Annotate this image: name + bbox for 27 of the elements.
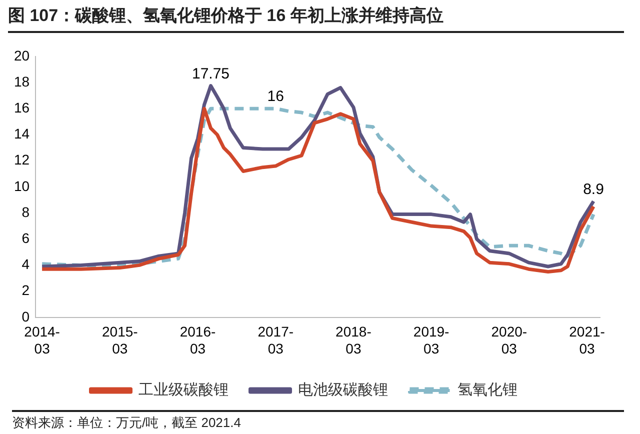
y-tick-label: 6 (22, 230, 30, 246)
legend-label: 电池级碳酸锂 (298, 382, 388, 399)
x-tick-label: 2018-03 (336, 324, 372, 356)
annotation: 17.75 (192, 65, 230, 82)
y-tick-label: 0 (22, 308, 30, 324)
x-tick-label: 2019-03 (413, 324, 450, 356)
x-tick-label: 2017-03 (258, 324, 294, 356)
y-tick-label: 2 (22, 282, 30, 298)
y-tick-label: 16 (14, 99, 30, 116)
text: 资料来源：单位：万元/吨，截至 2021.4 (12, 410, 624, 432)
y-tick-label: 4 (22, 256, 30, 272)
chart-title: 图 107：碳酸锂、氢氧化锂价格于 16 年初上涨并维持高位 (8, 4, 624, 33)
y-tick-label: 10 (14, 178, 30, 194)
y-tick-label: 12 (14, 152, 30, 168)
x-tick-label: 2016-03 (180, 324, 216, 356)
x-tick-label: 2021-03 (569, 324, 606, 356)
annotation: 16 (267, 88, 284, 106)
y-tick-label: 8 (22, 204, 30, 220)
y-tick-label: 20 (14, 47, 30, 64)
y-tick-label: 18 (14, 73, 30, 90)
x-tick-label: 2020-03 (491, 324, 528, 356)
legend-label: 工业级碳酸锂 (138, 382, 228, 399)
legend-label: 氢氧化锂 (457, 382, 518, 399)
x-tick-label: 2014-03 (24, 324, 60, 356)
annotation: 8.9 (583, 180, 604, 198)
x-tick-label: 2015-03 (102, 324, 138, 356)
y-tick-label: 14 (14, 126, 30, 142)
